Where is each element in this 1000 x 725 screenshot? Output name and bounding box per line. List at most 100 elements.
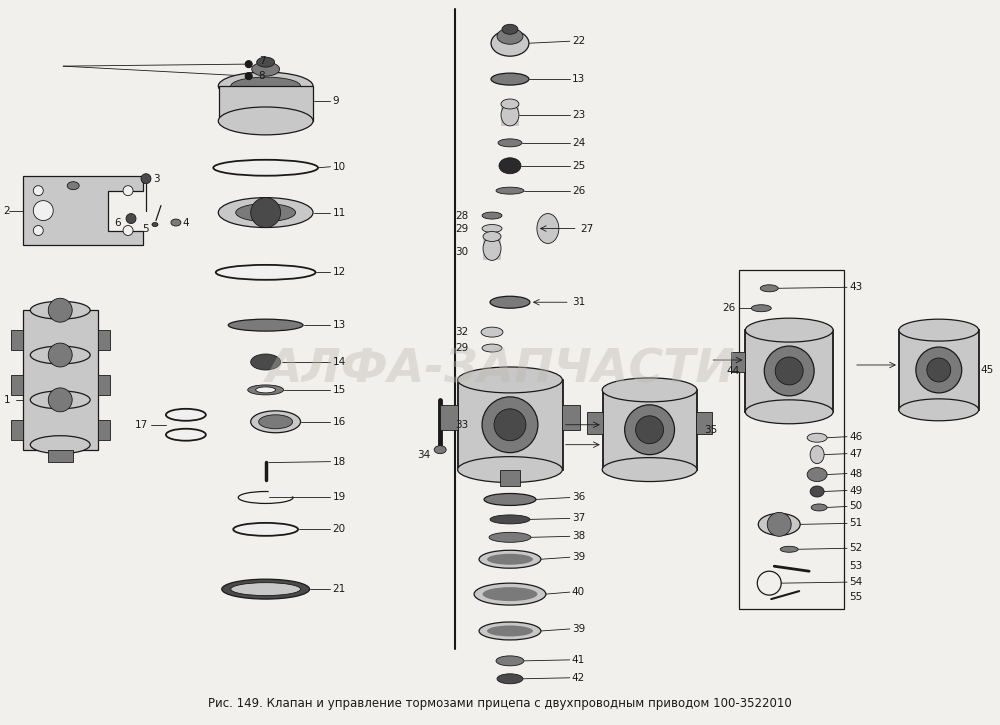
Ellipse shape: [497, 674, 523, 684]
Circle shape: [767, 513, 791, 536]
Ellipse shape: [760, 285, 778, 291]
Text: 24: 24: [572, 138, 585, 148]
Ellipse shape: [810, 446, 824, 463]
Bar: [899, 330, 979, 410]
Text: 40: 40: [572, 587, 585, 597]
Text: 15: 15: [332, 385, 346, 395]
Ellipse shape: [602, 457, 697, 481]
Ellipse shape: [501, 104, 519, 126]
Ellipse shape: [490, 297, 530, 308]
Circle shape: [482, 397, 538, 452]
Bar: [11, 330, 23, 350]
Ellipse shape: [30, 301, 90, 319]
Text: 37: 37: [572, 513, 585, 523]
Ellipse shape: [479, 622, 541, 640]
Ellipse shape: [483, 231, 501, 241]
Bar: [501, 104, 519, 126]
Text: 46: 46: [849, 431, 862, 442]
Bar: [562, 405, 580, 430]
Bar: [603, 390, 697, 470]
Circle shape: [245, 61, 252, 67]
Text: 5: 5: [142, 223, 149, 233]
Text: 49: 49: [849, 486, 862, 495]
Text: 42: 42: [572, 673, 585, 683]
Ellipse shape: [487, 626, 533, 637]
Ellipse shape: [780, 547, 798, 552]
Circle shape: [927, 358, 951, 382]
Circle shape: [48, 298, 72, 322]
Ellipse shape: [807, 434, 827, 442]
Ellipse shape: [899, 319, 979, 341]
Text: 27: 27: [580, 223, 593, 233]
Text: 25: 25: [572, 161, 585, 171]
Ellipse shape: [458, 367, 562, 393]
Text: 55: 55: [849, 592, 862, 602]
Text: 51: 51: [849, 518, 862, 529]
Bar: [23, 310, 98, 450]
Ellipse shape: [745, 400, 833, 424]
Circle shape: [625, 405, 675, 455]
Ellipse shape: [173, 431, 199, 438]
Ellipse shape: [498, 75, 522, 83]
Ellipse shape: [228, 319, 303, 331]
Text: 50: 50: [849, 502, 862, 511]
Bar: [11, 420, 23, 439]
Text: 43: 43: [849, 282, 862, 292]
Ellipse shape: [751, 304, 771, 312]
Ellipse shape: [222, 163, 310, 173]
Text: 29: 29: [455, 223, 468, 233]
Ellipse shape: [458, 457, 562, 483]
Text: 33: 33: [455, 420, 468, 430]
Ellipse shape: [231, 583, 301, 596]
Text: 10: 10: [332, 162, 346, 172]
Text: 32: 32: [455, 327, 468, 337]
Circle shape: [123, 186, 133, 196]
Circle shape: [764, 346, 814, 396]
Ellipse shape: [496, 656, 524, 666]
Text: 35: 35: [704, 425, 718, 435]
Ellipse shape: [222, 579, 310, 599]
Text: 29: 29: [455, 343, 468, 353]
Ellipse shape: [218, 107, 313, 135]
Text: 13: 13: [572, 74, 585, 84]
Text: 12: 12: [332, 268, 346, 278]
Ellipse shape: [30, 346, 90, 364]
Ellipse shape: [497, 299, 523, 306]
Text: 7: 7: [259, 56, 265, 66]
Text: 44: 44: [726, 366, 739, 376]
Ellipse shape: [490, 515, 530, 524]
Ellipse shape: [479, 550, 541, 568]
Bar: [458, 380, 563, 470]
Text: 38: 38: [572, 531, 585, 542]
Polygon shape: [23, 175, 143, 246]
Text: 1: 1: [3, 395, 10, 405]
Bar: [11, 375, 23, 395]
Ellipse shape: [218, 198, 313, 228]
Ellipse shape: [237, 321, 295, 329]
Text: 26: 26: [722, 303, 735, 313]
Ellipse shape: [482, 344, 502, 352]
Text: 52: 52: [849, 543, 862, 553]
Bar: [483, 236, 501, 260]
Ellipse shape: [434, 446, 446, 454]
Bar: [219, 86, 313, 121]
Ellipse shape: [501, 99, 519, 109]
Text: 31: 31: [572, 297, 585, 307]
Circle shape: [48, 388, 72, 412]
Ellipse shape: [487, 554, 533, 565]
Circle shape: [48, 343, 72, 367]
Ellipse shape: [474, 583, 546, 605]
Text: 21: 21: [332, 584, 346, 594]
Circle shape: [33, 201, 53, 220]
Ellipse shape: [231, 77, 301, 95]
Bar: [739, 270, 844, 609]
Circle shape: [245, 72, 252, 80]
Ellipse shape: [218, 72, 313, 100]
Text: 47: 47: [849, 449, 862, 459]
Text: АЛФА-ЗАПЧАСТИ: АЛФА-ЗАПЧАСТИ: [265, 347, 735, 392]
Bar: [500, 470, 520, 486]
Ellipse shape: [491, 30, 529, 56]
Bar: [98, 375, 110, 395]
Circle shape: [141, 174, 151, 183]
Ellipse shape: [602, 378, 697, 402]
